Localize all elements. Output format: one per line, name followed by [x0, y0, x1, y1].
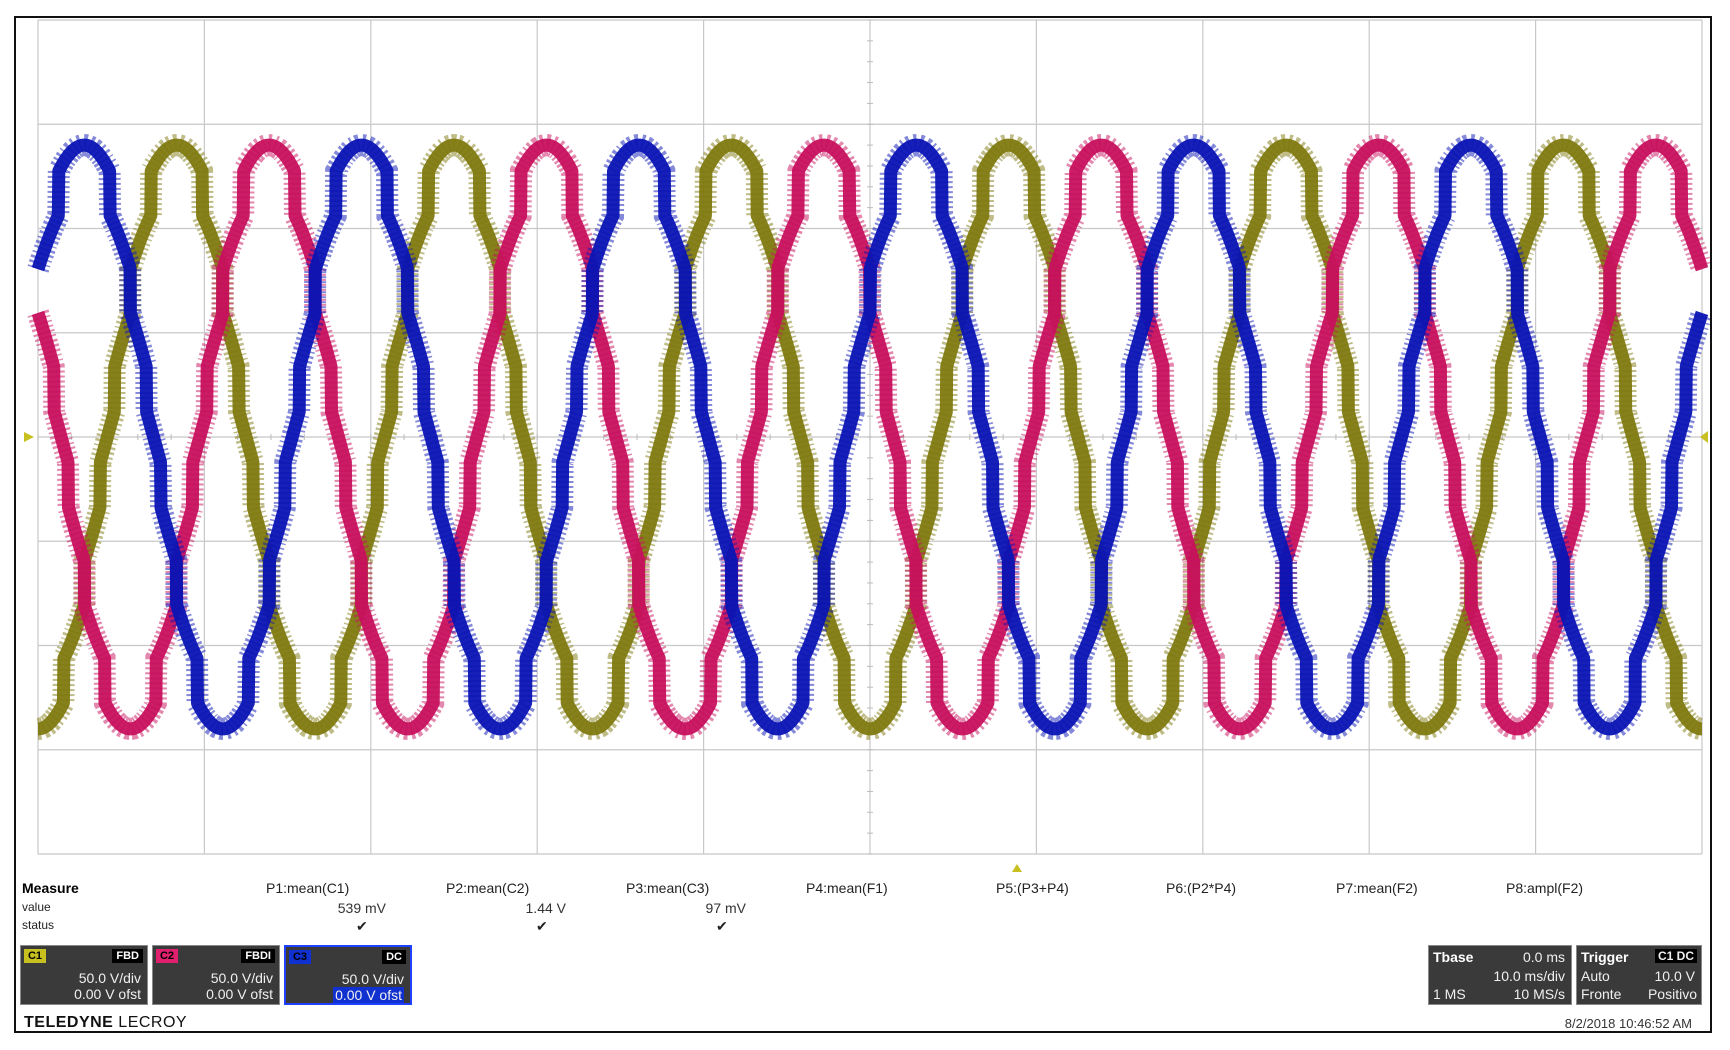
- brand-light: LECROY: [113, 1014, 188, 1031]
- waveform-pwm-c3: [27, 134, 1710, 740]
- measure-status-check-icon: ✔: [356, 918, 368, 934]
- channel-tag: C1: [24, 949, 46, 963]
- timebase-box[interactable]: Tbase 0.0 ms 10.0 ms/div 1 MS 10 MS/s: [1428, 945, 1572, 1005]
- channel-box-c3[interactable]: C3 DC 50.0 V/div 0.00 V ofst: [284, 945, 412, 1005]
- trigger-title: Trigger: [1581, 949, 1629, 965]
- measure-param-value: 97 mV: [705, 900, 746, 916]
- measure-param-value: 1.44 V: [525, 900, 566, 916]
- measure-param-name[interactable]: P8:ampl(F2): [1506, 880, 1584, 896]
- measure-status-check-icon: ✔: [536, 918, 548, 934]
- trigger-level-marker-icon: [1700, 431, 1708, 443]
- measure-row-value-label: value: [22, 900, 51, 914]
- measure-param-name[interactable]: P7:mean(F2): [1336, 880, 1418, 896]
- timebase-title: Tbase: [1433, 949, 1474, 965]
- brand-logo: TELEDYNE LECROY: [24, 1014, 187, 1032]
- scope-screen: Measure value status P1:mean(C1) 539 mV ✔ P…: [14, 16, 1712, 1033]
- timebase-samples: 1 MS: [1433, 986, 1466, 1002]
- channel-coupling: DC: [382, 950, 406, 964]
- measure-param-name[interactable]: P3:mean(C3): [626, 880, 710, 896]
- measure-param-value: 539 mV: [337, 900, 386, 916]
- channel-scale: 50.0 V/div: [78, 970, 141, 986]
- channel-box-c1[interactable]: C1 FBD 50.0 V/div 0.00 V ofst: [20, 945, 148, 1005]
- channel-scale: 50.0 V/div: [210, 970, 273, 986]
- trigger-type: Fronte: [1581, 986, 1622, 1002]
- channel-coupling: FBDI: [241, 949, 275, 963]
- timebase-delay: 0.0 ms: [1522, 949, 1565, 965]
- waveform-plot: [24, 19, 1710, 872]
- measure-param-name[interactable]: P4:mean(F1): [806, 880, 888, 896]
- channel-offset: 0.00 V ofst: [206, 986, 273, 1002]
- trigger-mode: Auto: [1581, 968, 1610, 984]
- trigger-level: 10.0 V: [1654, 968, 1695, 984]
- channel-offset: 0.00 V ofst: [333, 987, 404, 1003]
- timebase-scale: 10.0 ms/div: [1493, 968, 1565, 984]
- channel-tag: C2: [156, 949, 178, 963]
- trigger-channel: C1 DC: [1654, 949, 1697, 963]
- measure-param-name[interactable]: P6:(P2*P4): [1166, 880, 1237, 896]
- ground-marker-icon: [24, 432, 34, 442]
- channel-offset: 0.00 V ofst: [74, 986, 141, 1002]
- trigger-time-marker-icon: [1012, 864, 1022, 872]
- channel-box-c2[interactable]: C2 FBDI 50.0 V/div 0.00 V ofst: [152, 945, 280, 1005]
- measure-param-name[interactable]: P5:(P3+P4): [996, 880, 1069, 896]
- measure-title: Measure: [22, 880, 79, 896]
- trigger-slope: Positivo: [1647, 986, 1697, 1002]
- timestamp: 8/2/2018 10:46:52 AM: [1564, 1016, 1692, 1031]
- measure-status-check-icon: ✔: [716, 918, 728, 934]
- measure-param-name[interactable]: P1:mean(C1): [266, 880, 350, 896]
- brand-bold: TELEDYNE: [24, 1014, 114, 1031]
- timebase-rate: 10 MS/s: [1513, 986, 1565, 1002]
- measure-row-status-label: status: [22, 918, 55, 932]
- trigger-box[interactable]: Trigger C1 DC Auto 10.0 V Fronte Positiv…: [1576, 945, 1702, 1005]
- channel-coupling: FBD: [112, 949, 143, 963]
- channel-scale: 50.0 V/div: [341, 971, 404, 987]
- measure-param-name[interactable]: P2:mean(C2): [446, 880, 530, 896]
- waveform-pwm-c1: [36, 134, 1704, 740]
- channel-tag: C3: [289, 950, 311, 964]
